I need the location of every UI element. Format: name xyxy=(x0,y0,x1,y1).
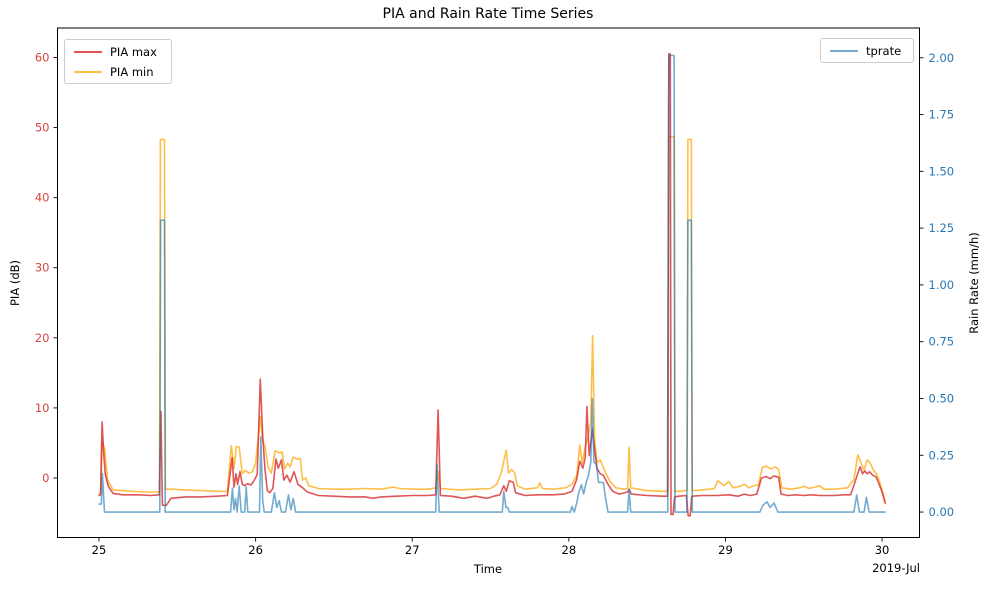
x-axis-label: Time xyxy=(473,562,503,576)
svg-text:0.25: 0.25 xyxy=(929,448,955,462)
svg-text:1.25: 1.25 xyxy=(929,221,955,235)
chart-title: PIA and Rain Rate Time Series xyxy=(382,6,594,22)
legend-item-pia-min: PIA min xyxy=(74,65,162,79)
svg-text:50: 50 xyxy=(35,121,50,135)
legend-item-tprate: tprate xyxy=(830,44,904,58)
y-axis-label-left: PIA (dB) xyxy=(8,259,22,307)
svg-text:2.00: 2.00 xyxy=(929,51,955,65)
svg-text:27: 27 xyxy=(405,543,420,557)
pia-min-line-swatch xyxy=(74,70,102,73)
svg-text:26: 26 xyxy=(248,543,263,557)
svg-text:0.00: 0.00 xyxy=(929,505,955,519)
legend-tprate: tprate xyxy=(820,38,914,63)
svg-text:20: 20 xyxy=(35,331,50,345)
legend-item-pia-max: PIA max xyxy=(74,45,162,59)
svg-text:25: 25 xyxy=(92,543,107,557)
svg-text:1.00: 1.00 xyxy=(929,278,955,292)
svg-text:29: 29 xyxy=(718,543,733,557)
legend-label-tprate: tprate xyxy=(866,43,902,58)
tprate-line-swatch xyxy=(830,49,858,52)
svg-text:30: 30 xyxy=(875,543,890,557)
svg-text:10: 10 xyxy=(35,401,50,415)
y-axis-label-right: Rain Rate (mm/h) xyxy=(967,232,981,334)
svg-text:0.50: 0.50 xyxy=(929,391,955,405)
legend-label-pia-max: PIA max xyxy=(110,44,157,59)
legend-label-pia-min: PIA min xyxy=(110,64,154,79)
x-axis-offset-label: 2019-Jul xyxy=(872,561,920,575)
svg-text:40: 40 xyxy=(35,191,50,205)
svg-text:0: 0 xyxy=(42,471,49,485)
svg-text:1.75: 1.75 xyxy=(929,108,955,122)
svg-text:30: 30 xyxy=(35,261,50,275)
svg-text:28: 28 xyxy=(562,543,577,557)
svg-text:0.75: 0.75 xyxy=(929,335,955,349)
pia-max-line-swatch xyxy=(74,50,102,53)
svg-text:1.50: 1.50 xyxy=(929,164,955,178)
svg-text:60: 60 xyxy=(35,50,50,64)
legend-pia: PIA max PIA min xyxy=(64,39,172,84)
